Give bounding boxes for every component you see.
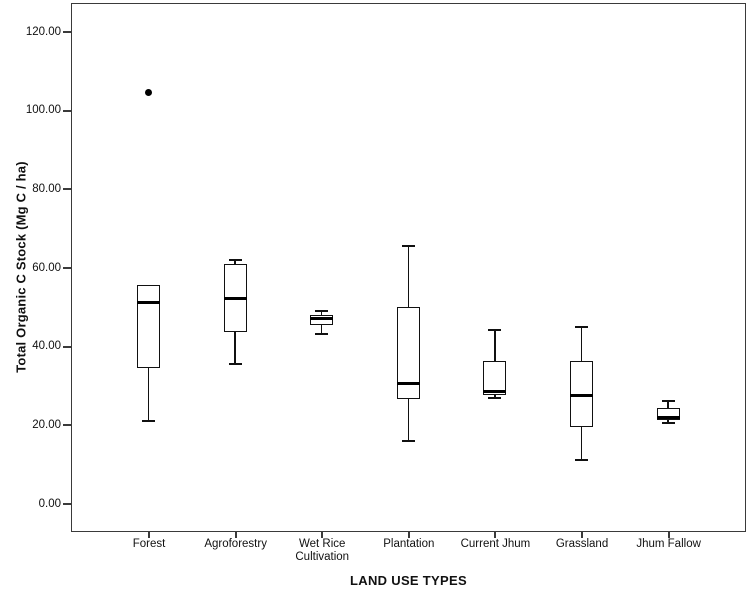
lower-whisker-forest	[147, 367, 150, 421]
y-axis-tick	[63, 267, 72, 269]
y-axis-tick-label: 0.00	[38, 497, 61, 510]
lower-whisker-jhum-fallow	[667, 419, 669, 423]
lower-whisker-agroforestry	[234, 332, 236, 364]
lower-whisker-cap-jhum-fallow	[661, 421, 675, 424]
y-axis-tick-label: 60.00	[32, 261, 61, 274]
upper-whisker-cap-grassland	[575, 325, 589, 328]
plot-area	[70, 2, 746, 532]
y-axis-tick	[63, 345, 72, 348]
lower-whisker-cap-current-jhum	[488, 397, 502, 400]
upper-whisker-wet-rice-cultivation	[320, 310, 323, 315]
box-current-jhum	[483, 360, 507, 395]
lower-whisker-wet-rice-cultivation	[320, 324, 323, 335]
x-axis-category-label-current-jhum: Current Jhum	[460, 538, 531, 550]
y-axis-tick-label: 20.00	[32, 418, 61, 431]
x-axis-tick-current-jhum	[494, 531, 497, 538]
box-grassland	[570, 360, 594, 427]
median-line-jhum-fallow	[656, 415, 680, 419]
y-axis-tick-label: 100.00	[25, 104, 61, 117]
box-plantation	[396, 306, 420, 400]
y-axis-tick	[63, 109, 72, 112]
x-axis-tick-wet-rice-cultivation	[321, 531, 324, 538]
x-axis-tick-grassland	[581, 531, 584, 538]
lower-whisker-grassland	[580, 426, 583, 461]
upper-whisker-jhum-fallow	[667, 401, 669, 408]
y-axis-tick-label: 120.00	[25, 25, 61, 38]
box-forest	[137, 285, 161, 368]
x-axis-tick-agroforestry	[234, 531, 237, 538]
median-line-agroforestry	[223, 297, 247, 301]
x-axis-tick-plantation	[407, 531, 410, 538]
upper-whisker-cap-jhum-fallow	[661, 400, 675, 403]
median-line-wet-rice-cultivation	[310, 317, 334, 321]
y-axis-tick-label: 80.00	[32, 182, 61, 195]
y-axis-tick	[63, 188, 72, 191]
lower-whisker-cap-grassland	[575, 459, 589, 462]
upper-whisker-grassland	[580, 326, 583, 361]
x-axis-category-label-jhum-fallow: Jhum Fallow	[636, 538, 701, 550]
y-axis-tick	[63, 503, 72, 505]
x-axis-category-label-wet-rice-cultivation: Wet Rice Cultivation	[295, 538, 350, 563]
upper-whisker-cap-agroforestry	[228, 259, 242, 262]
lower-whisker-cap-agroforestry	[228, 362, 242, 365]
lower-whisker-cap-plantation	[401, 439, 415, 442]
y-axis-tick	[63, 31, 72, 33]
upper-whisker-plantation	[407, 245, 410, 307]
lower-whisker-plantation	[407, 399, 410, 441]
upper-whisker-cap-wet-rice-cultivation	[315, 309, 329, 312]
x-axis-tick-jhum-fallow	[667, 531, 670, 538]
median-line-current-jhum	[483, 389, 507, 393]
lower-whisker-current-jhum	[494, 394, 496, 399]
x-axis-category-label-plantation: Plantation	[383, 538, 435, 550]
x-axis-category-label-grassland: Grassland	[555, 538, 609, 550]
x-axis-title: LAND USE TYPES	[350, 573, 467, 588]
lower-whisker-cap-forest	[142, 419, 156, 422]
box-jhum-fallow	[656, 407, 680, 420]
lower-whisker-cap-wet-rice-cultivation	[315, 333, 329, 336]
x-axis-category-label-forest: Forest	[132, 538, 166, 550]
x-axis-tick-forest	[148, 531, 151, 538]
upper-whisker-agroforestry	[234, 260, 236, 264]
median-line-grassland	[570, 393, 594, 397]
outlier-dot-forest	[145, 88, 153, 96]
y-axis-tick-label: 40.00	[32, 340, 61, 353]
x-axis-category-label-agroforestry: Agroforestry	[204, 538, 267, 550]
upper-whisker-cap-current-jhum	[488, 329, 502, 332]
y-axis-tick	[63, 424, 72, 427]
upper-whisker-cap-plantation	[401, 244, 415, 247]
median-line-forest	[137, 301, 161, 305]
median-line-plantation	[396, 382, 420, 386]
upper-whisker-current-jhum	[494, 330, 496, 361]
